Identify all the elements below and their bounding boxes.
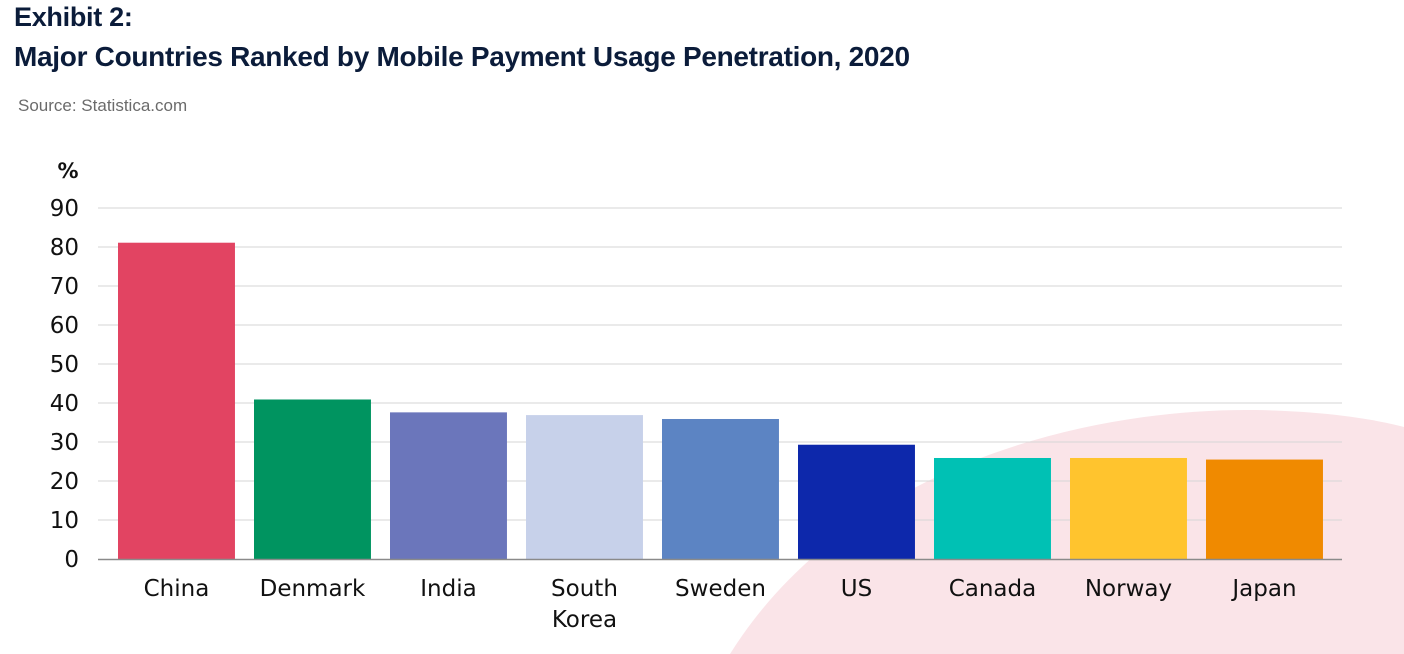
y-tick-label: 50 <box>50 352 79 378</box>
x-tick-label: Norway <box>1085 576 1172 602</box>
x-tick-label: Japan <box>1230 576 1296 602</box>
x-tick-label: China <box>144 576 210 602</box>
bar-sweden <box>662 418 779 559</box>
bar-south-korea <box>526 415 643 559</box>
bar-india <box>390 412 507 559</box>
x-tick-label: US <box>841 576 872 602</box>
bar-china <box>118 242 235 559</box>
source-note: Source: Statistica.com <box>18 96 188 115</box>
y-axis-unit-label: % <box>57 159 78 183</box>
x-tick-label: Canada <box>949 576 1037 602</box>
y-tick-label: 10 <box>50 508 79 534</box>
y-tick-labels: 0 10 20 30 40 50 60 70 80 90 <box>50 196 79 573</box>
y-tick-label: 60 <box>50 313 79 339</box>
bar-japan <box>1206 459 1323 559</box>
y-tick-label: 30 <box>50 430 79 456</box>
y-tick-label: 0 <box>64 547 79 573</box>
x-tick-labels: China Denmark India South Korea Sweden US Canad… <box>144 576 1297 633</box>
bar-norway <box>1070 457 1187 559</box>
y-tick-label: 80 <box>50 235 79 261</box>
bar-denmark <box>254 399 371 559</box>
bar-us <box>798 444 915 559</box>
y-tick-label: 70 <box>50 274 79 300</box>
chart-title: Major Countries Ranked by Mobile Payment… <box>14 41 910 72</box>
y-tick-label: 20 <box>50 469 79 495</box>
x-tick-label: Sweden <box>675 576 766 602</box>
exhibit-label: Exhibit 2: <box>14 2 133 32</box>
bar-canada <box>934 457 1051 559</box>
y-tick-label: 40 <box>50 391 79 417</box>
x-tick-label: India <box>420 576 476 602</box>
bars <box>118 242 1323 559</box>
x-tick-label: Denmark <box>260 576 366 602</box>
y-tick-label: 90 <box>50 196 79 222</box>
x-tick-label: South Korea <box>551 576 618 633</box>
